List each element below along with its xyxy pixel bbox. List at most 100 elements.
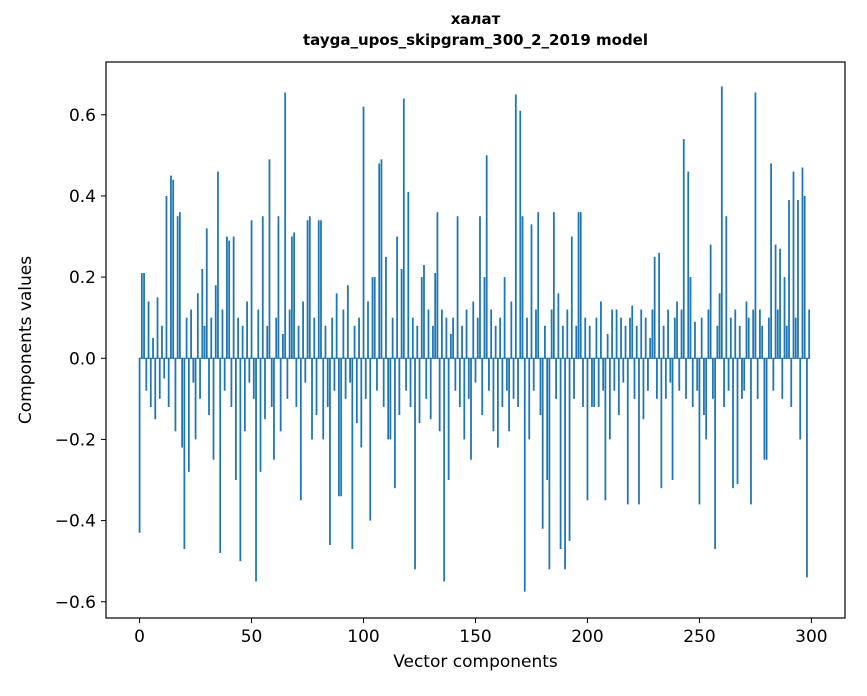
bar [656,358,658,399]
bar [261,216,264,359]
bar [691,358,694,407]
bar [497,358,499,448]
bar [620,317,622,359]
bar [651,309,654,359]
bar [523,358,526,592]
bar [190,309,192,359]
bar [485,155,488,359]
bar [568,358,571,541]
bar [561,325,564,359]
bar [275,317,278,359]
bar [736,358,739,485]
bar [306,220,309,359]
bar [147,301,150,359]
bar [288,309,291,359]
bar [452,317,454,359]
bar [474,358,477,383]
bar [642,358,645,420]
bar [548,358,551,570]
bar [537,212,540,359]
bar [156,297,159,359]
bar [479,216,481,359]
bar [335,293,338,359]
bar [396,236,399,359]
bar [378,163,381,359]
bar [770,163,772,359]
bar [423,264,425,359]
bar [161,325,163,359]
bar [284,92,287,359]
bar [714,358,717,549]
bar [738,325,741,359]
bar [703,358,705,416]
bar [355,358,358,424]
bar [662,325,665,359]
bar [472,301,475,359]
bar [799,358,802,440]
bar [729,317,732,359]
bar [490,309,493,359]
bar [557,293,560,359]
bar [411,317,414,359]
bar [539,358,542,416]
bar [405,358,407,391]
x-tick-label: 50 [241,627,263,647]
bar [277,216,280,359]
bar [669,358,672,383]
bar [678,358,681,391]
bar [192,358,195,383]
bar [226,236,228,359]
bar [470,358,472,460]
bar [436,212,439,359]
y-tick-label: −0.2 [55,430,96,450]
bar [228,240,231,359]
bar [797,199,799,359]
bar [723,358,725,407]
bar [402,98,405,359]
bar [608,358,611,440]
bar [414,358,416,570]
bar [566,309,569,359]
x-tick-label: 300 [795,627,827,647]
bar [517,358,519,407]
bar [449,333,452,359]
bar [199,358,201,399]
bar [170,175,172,359]
bar [606,333,609,359]
bar [638,358,640,505]
bar [382,358,385,407]
bar [801,167,804,359]
bar [649,337,652,359]
bar [501,358,504,407]
bar [803,195,806,359]
bar [338,358,340,497]
bar [373,277,376,359]
bar [385,256,387,359]
bar [505,358,508,391]
bar [333,358,336,391]
bar [425,358,428,399]
bar [750,358,752,505]
x-tick-label: 100 [347,627,379,647]
bar [138,358,141,533]
bar [454,358,457,391]
y-tick-label: 0.0 [69,349,96,369]
bar [398,358,401,416]
bar [376,358,378,391]
bar [792,171,795,359]
bar [364,358,367,399]
bar [664,358,667,399]
bar [196,293,199,359]
bar [785,325,788,359]
bar [324,325,327,359]
bar [577,212,580,359]
bar [696,358,699,391]
bar [349,358,351,383]
bar [535,309,537,359]
x-axis-label: Vector components [393,652,558,672]
bar [647,358,649,391]
zero-baseline [138,357,811,359]
bar [172,179,175,359]
bar [311,358,313,440]
bar [183,358,186,549]
